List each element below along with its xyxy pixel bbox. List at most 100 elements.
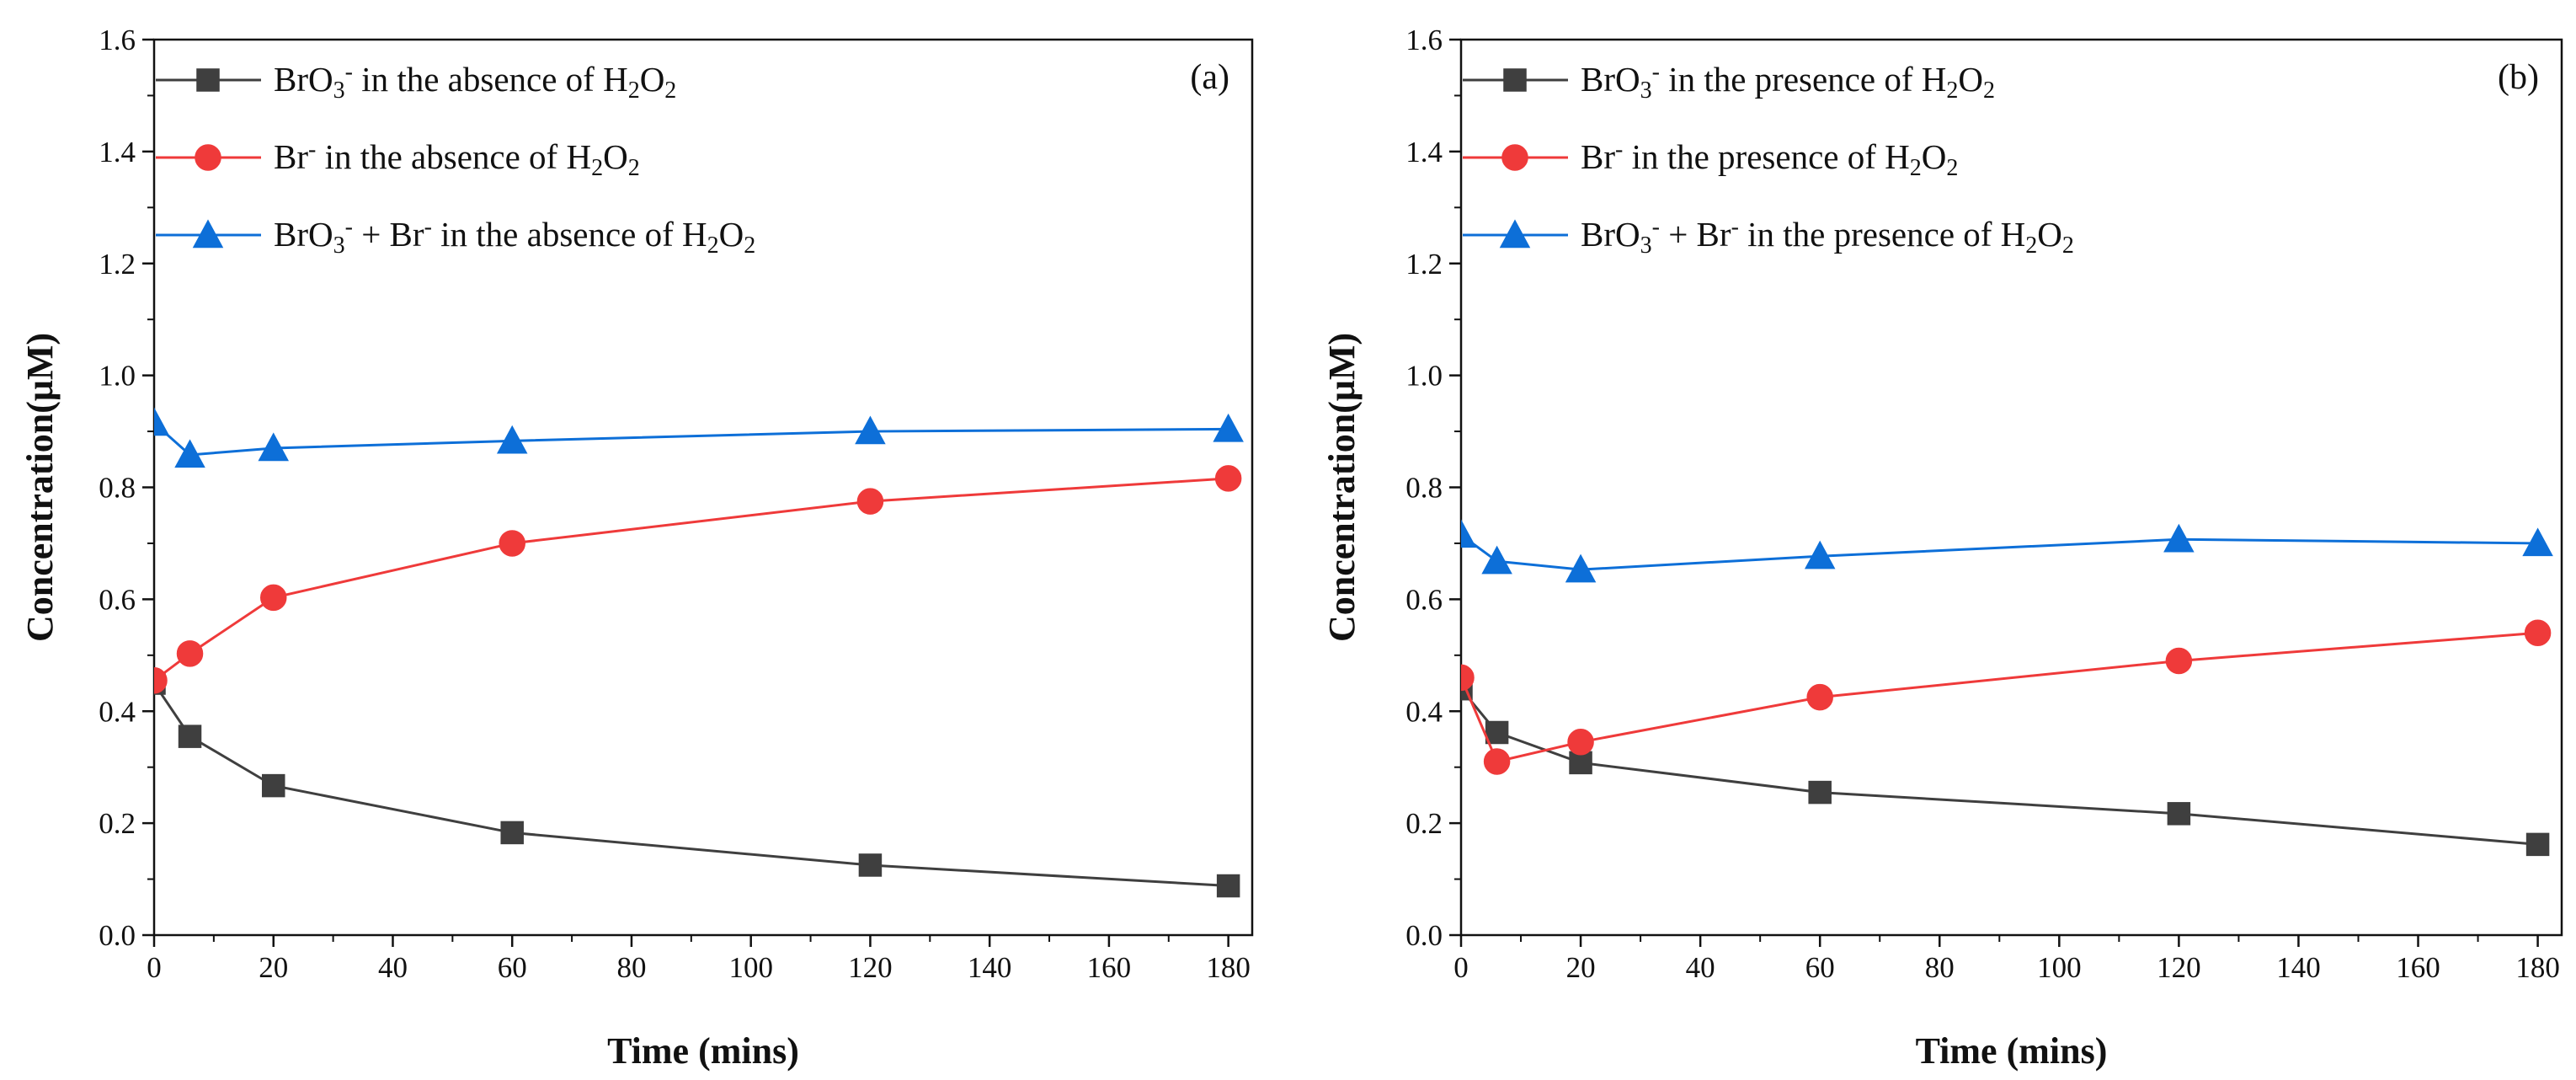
x-tick-label: 80 bbox=[1925, 951, 1955, 984]
data-point-square bbox=[1808, 780, 1832, 805]
legend-entry: Br- in the absence of H2O2 bbox=[156, 136, 640, 181]
series-sum bbox=[154, 407, 1244, 468]
legend-label: BrO3- + Br- in the presence of H2O2 bbox=[1581, 214, 2074, 259]
data-point-circle bbox=[154, 666, 168, 694]
data-point-triangle bbox=[154, 407, 170, 436]
series-markers bbox=[154, 407, 1244, 468]
data-point-triangle bbox=[1804, 540, 1836, 569]
legend-label: Br- in the absence of H2O2 bbox=[274, 136, 640, 181]
y-axis-title: Concentration(μM) bbox=[1321, 333, 1363, 642]
data-point-square bbox=[1569, 751, 1592, 775]
series-markers bbox=[1461, 619, 2552, 775]
x-tick-label: 40 bbox=[378, 951, 408, 984]
series-bromide bbox=[154, 465, 1242, 694]
series-markers bbox=[154, 671, 1240, 898]
data-point-square bbox=[2525, 832, 2550, 857]
data-point-triangle bbox=[1213, 413, 1244, 442]
x-tick-label: 40 bbox=[1686, 951, 1715, 984]
panel-label: (b) bbox=[2498, 58, 2539, 97]
y-tick-label: 0.6 bbox=[1405, 583, 1443, 616]
legend-label: Br- in the presence of H2O2 bbox=[1581, 136, 1958, 181]
y-tick-label: 1.0 bbox=[1405, 360, 1443, 393]
data-point-square bbox=[858, 853, 883, 877]
data-point-circle bbox=[176, 640, 204, 667]
legend-label: BrO3- in the presence of H2O2 bbox=[1581, 59, 1995, 104]
data-point-square bbox=[1216, 874, 1240, 898]
chart-panel-b: 0 20 40 60 80 100 120 140 160 180 0.0 0.2 0.4 0.6 0.8 1… bbox=[1321, 24, 2563, 1072]
data-point-triangle bbox=[1461, 519, 1477, 548]
y-tick-label: 0.8 bbox=[99, 472, 136, 505]
data-point-triangle bbox=[258, 432, 289, 462]
y-tick-label: 1.4 bbox=[99, 136, 136, 168]
data-point-circle bbox=[2165, 647, 2193, 675]
legend-entry: BrO3- in the absence of H2O2 bbox=[156, 59, 676, 104]
data-point-square bbox=[196, 68, 220, 92]
x-tick-label: 0 bbox=[1453, 951, 1469, 984]
legend-entry: Br- in the presence of H2O2 bbox=[1463, 136, 1958, 181]
x-tick-label: 20 bbox=[1566, 951, 1596, 984]
x-axis-title: Time (mins) bbox=[607, 1030, 799, 1072]
y-tick-label: 0.4 bbox=[1405, 695, 1443, 728]
data-point-triangle bbox=[1565, 553, 1597, 583]
x-tick-label: 60 bbox=[498, 951, 527, 984]
series-bromide bbox=[1461, 619, 2552, 775]
series-line bbox=[1461, 687, 2538, 846]
data-point-square bbox=[178, 724, 202, 748]
series-sum bbox=[1461, 519, 2553, 583]
x-tick-label: 180 bbox=[1206, 951, 1251, 984]
y-tick-label: 1.2 bbox=[1405, 248, 1443, 281]
y-axis-title: Concentration(μM) bbox=[19, 333, 61, 642]
y-tick-label: 1.2 bbox=[99, 248, 136, 281]
data-point-triangle bbox=[1499, 219, 1531, 249]
data-point-circle bbox=[499, 530, 525, 557]
legend-entry: BrO3- + Br- in the presence of H2O2 bbox=[1463, 214, 2074, 259]
y-tick-label: 1.4 bbox=[1405, 136, 1443, 168]
y-tick-label: 1.0 bbox=[99, 360, 136, 393]
x-tick-label: 140 bbox=[2276, 951, 2321, 984]
x-axis-title: Time (mins) bbox=[1916, 1030, 2108, 1072]
x-tick-label: 160 bbox=[2396, 951, 2440, 984]
data-point-square bbox=[261, 773, 285, 798]
chart-panel-a: 0 20 40 60 80 100 120 140 160 180 0.0 0.2 0.4 0.6 0.8 1… bbox=[19, 24, 1254, 1072]
data-point-circle bbox=[1461, 664, 1475, 692]
y-tick-label: 0.0 bbox=[99, 919, 136, 952]
x-tick-label: 100 bbox=[2037, 951, 2082, 984]
x-tick-label: 0 bbox=[147, 951, 162, 984]
x-tick-label: 160 bbox=[1087, 951, 1132, 984]
data-point-triangle bbox=[496, 425, 528, 454]
y-tick-label: 0.8 bbox=[1405, 472, 1443, 505]
data-point-square bbox=[1485, 720, 1509, 745]
series-line bbox=[154, 682, 1229, 888]
x-tick-label: 120 bbox=[848, 951, 893, 984]
data-point-circle bbox=[2524, 619, 2552, 646]
data-point-circle bbox=[856, 488, 884, 515]
data-point-square bbox=[2167, 802, 2191, 826]
x-tick-label: 120 bbox=[2157, 951, 2201, 984]
data-point-triangle bbox=[1481, 545, 1512, 575]
data-point-triangle bbox=[855, 415, 886, 445]
x-tick-label: 20 bbox=[259, 951, 288, 984]
data-point-square bbox=[1503, 68, 1527, 92]
data-point-circle bbox=[1214, 465, 1242, 492]
x-tick-label: 60 bbox=[1805, 951, 1835, 984]
y-tick-label: 0.2 bbox=[99, 807, 136, 840]
y-tick-label: 0.4 bbox=[99, 695, 136, 728]
x-tick-label: 140 bbox=[968, 951, 1012, 984]
x-tick-label: 180 bbox=[2515, 951, 2560, 984]
series-markers bbox=[1461, 519, 2553, 583]
legend-entry: BrO3- + Br- in the absence of H2O2 bbox=[156, 214, 755, 259]
series-line bbox=[1461, 631, 2538, 763]
data-point-circle bbox=[259, 584, 287, 612]
series-markers bbox=[154, 465, 1242, 694]
panel-label: (a) bbox=[1190, 58, 1229, 97]
y-tick-label: 0.0 bbox=[1405, 919, 1443, 952]
series-line bbox=[154, 421, 1229, 457]
series-line bbox=[154, 477, 1229, 682]
data-point-triangle bbox=[2522, 527, 2553, 557]
data-point-triangle bbox=[192, 219, 224, 249]
y-tick-label: 1.6 bbox=[99, 24, 136, 56]
data-point-triangle bbox=[2163, 523, 2195, 553]
data-point-triangle bbox=[174, 439, 205, 468]
series-bromate bbox=[154, 671, 1240, 898]
